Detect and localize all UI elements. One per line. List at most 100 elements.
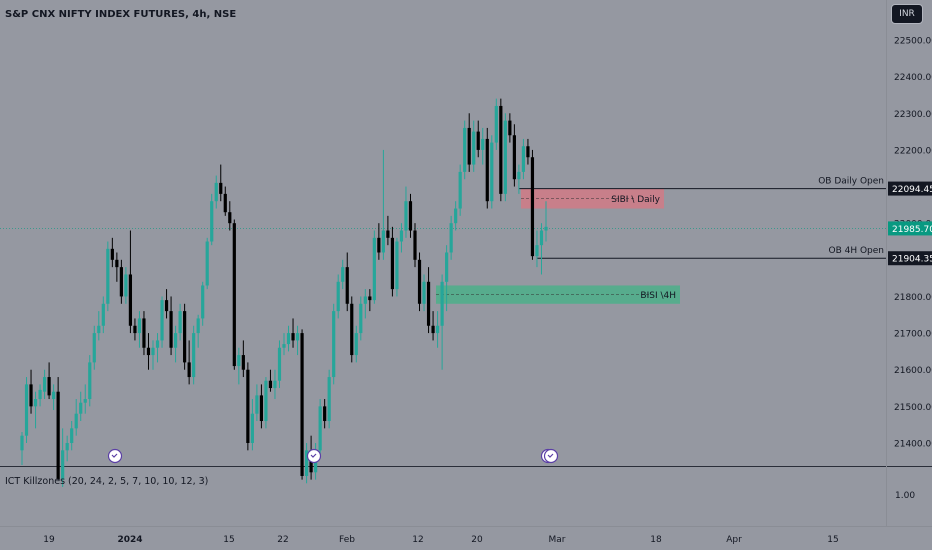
price-label-text: 21904.35 (892, 255, 932, 265)
candle-body (273, 380, 277, 389)
candle-body (237, 355, 241, 367)
candle-body (481, 138, 485, 150)
candle-body (508, 120, 512, 136)
candle-body (259, 395, 264, 422)
candle-body (499, 105, 503, 194)
indicator-legend[interactable]: ICT Killzones (20, 24, 2, 5, 7, 10, 10, … (5, 476, 209, 487)
candle-body (173, 333, 178, 348)
zone-label: BISI \4H (640, 291, 676, 301)
candle-body (544, 226, 548, 231)
price-tick-label: 22300.00 (894, 110, 932, 120)
candle-body (467, 127, 471, 165)
candle-body (332, 311, 336, 378)
candle-body (350, 303, 354, 356)
candle-body (517, 171, 521, 180)
candle-body (539, 230, 544, 246)
candle-body (277, 347, 282, 381)
candle-body (119, 267, 123, 297)
candle-body (282, 344, 286, 348)
zone-label: SIBI \ Daily (611, 195, 660, 205)
candle-body (404, 201, 408, 231)
chart-title: S&P CNX NIFTY INDEX FUTURES, 4h, NSE (5, 9, 237, 20)
candle-body (223, 193, 227, 213)
candle-body (490, 142, 494, 202)
candle-body (286, 333, 291, 345)
candle-body (83, 399, 87, 403)
candle-body (264, 380, 268, 422)
time-tick-label: 20 (471, 535, 483, 545)
candle-body (246, 369, 250, 443)
candle-body (381, 230, 385, 253)
candle-body (494, 105, 498, 143)
candle-body (377, 237, 381, 253)
price-tick-label: 21700.00 (894, 330, 932, 340)
time-tick-label: 15 (827, 535, 838, 545)
candle-body (512, 135, 516, 180)
candle-body (300, 333, 304, 476)
candle-body (535, 245, 539, 257)
candle-body (214, 182, 218, 202)
time-tick-label: Mar (549, 535, 566, 545)
candle-body (327, 377, 331, 422)
candle-body (70, 428, 74, 443)
candle-body (205, 241, 209, 286)
candle-body (187, 362, 191, 378)
candle-body (29, 384, 33, 407)
candle-body (24, 384, 29, 436)
candle-body (92, 333, 96, 363)
price-label-box (888, 221, 932, 236)
candle-body (368, 296, 372, 301)
candle-body (133, 325, 137, 334)
candle-body (241, 355, 245, 370)
candle-body (530, 157, 535, 257)
candle-body (42, 377, 47, 392)
price-label-text: 21985.70 (892, 225, 932, 235)
candle-body (160, 300, 164, 341)
price-tick-label: 22400.00 (894, 73, 932, 83)
candle-body (20, 435, 24, 451)
price-label-box (888, 181, 932, 196)
candle-body (142, 318, 146, 348)
candle-body (395, 241, 399, 290)
candle-body (146, 347, 151, 356)
time-tick-label: 18 (650, 535, 662, 545)
candle-body (435, 325, 440, 334)
time-tick-label: Feb (339, 535, 355, 545)
candle-body (426, 281, 431, 326)
candle-body (413, 230, 417, 260)
candle-body (485, 138, 489, 202)
time-tick-label: 12 (412, 535, 423, 545)
candle-body (169, 311, 173, 348)
candle-body (151, 347, 155, 356)
event-marker-glyph (547, 453, 554, 458)
candle-body (408, 201, 413, 231)
candle-body (210, 201, 214, 242)
price-tick-label: 22200.00 (894, 146, 932, 156)
candle-body (106, 248, 110, 304)
candle-body (164, 300, 169, 312)
candle-body (458, 171, 462, 209)
candle-body (445, 252, 449, 282)
price-tick-label: 21400.00 (894, 440, 932, 450)
candle-body (526, 146, 530, 158)
candle-body (359, 303, 363, 334)
time-tick-label: 22 (277, 535, 288, 545)
currency-button[interactable]: INR (891, 4, 923, 24)
candle-body (363, 296, 367, 304)
candle-body (219, 182, 223, 194)
candle-body (472, 131, 476, 165)
candle-body (323, 406, 327, 422)
candle-body (88, 362, 92, 400)
time-tick-label: 19 (43, 535, 55, 545)
candle-body (422, 281, 426, 304)
candle-body (124, 274, 128, 297)
candle-body (454, 208, 458, 224)
candle-body (440, 281, 444, 326)
candle-body (336, 281, 340, 312)
time-tick-label: 15 (223, 535, 234, 545)
candle-body (232, 223, 236, 367)
candle-body (110, 248, 114, 260)
candle-body (183, 311, 187, 363)
candle-body (74, 413, 78, 429)
